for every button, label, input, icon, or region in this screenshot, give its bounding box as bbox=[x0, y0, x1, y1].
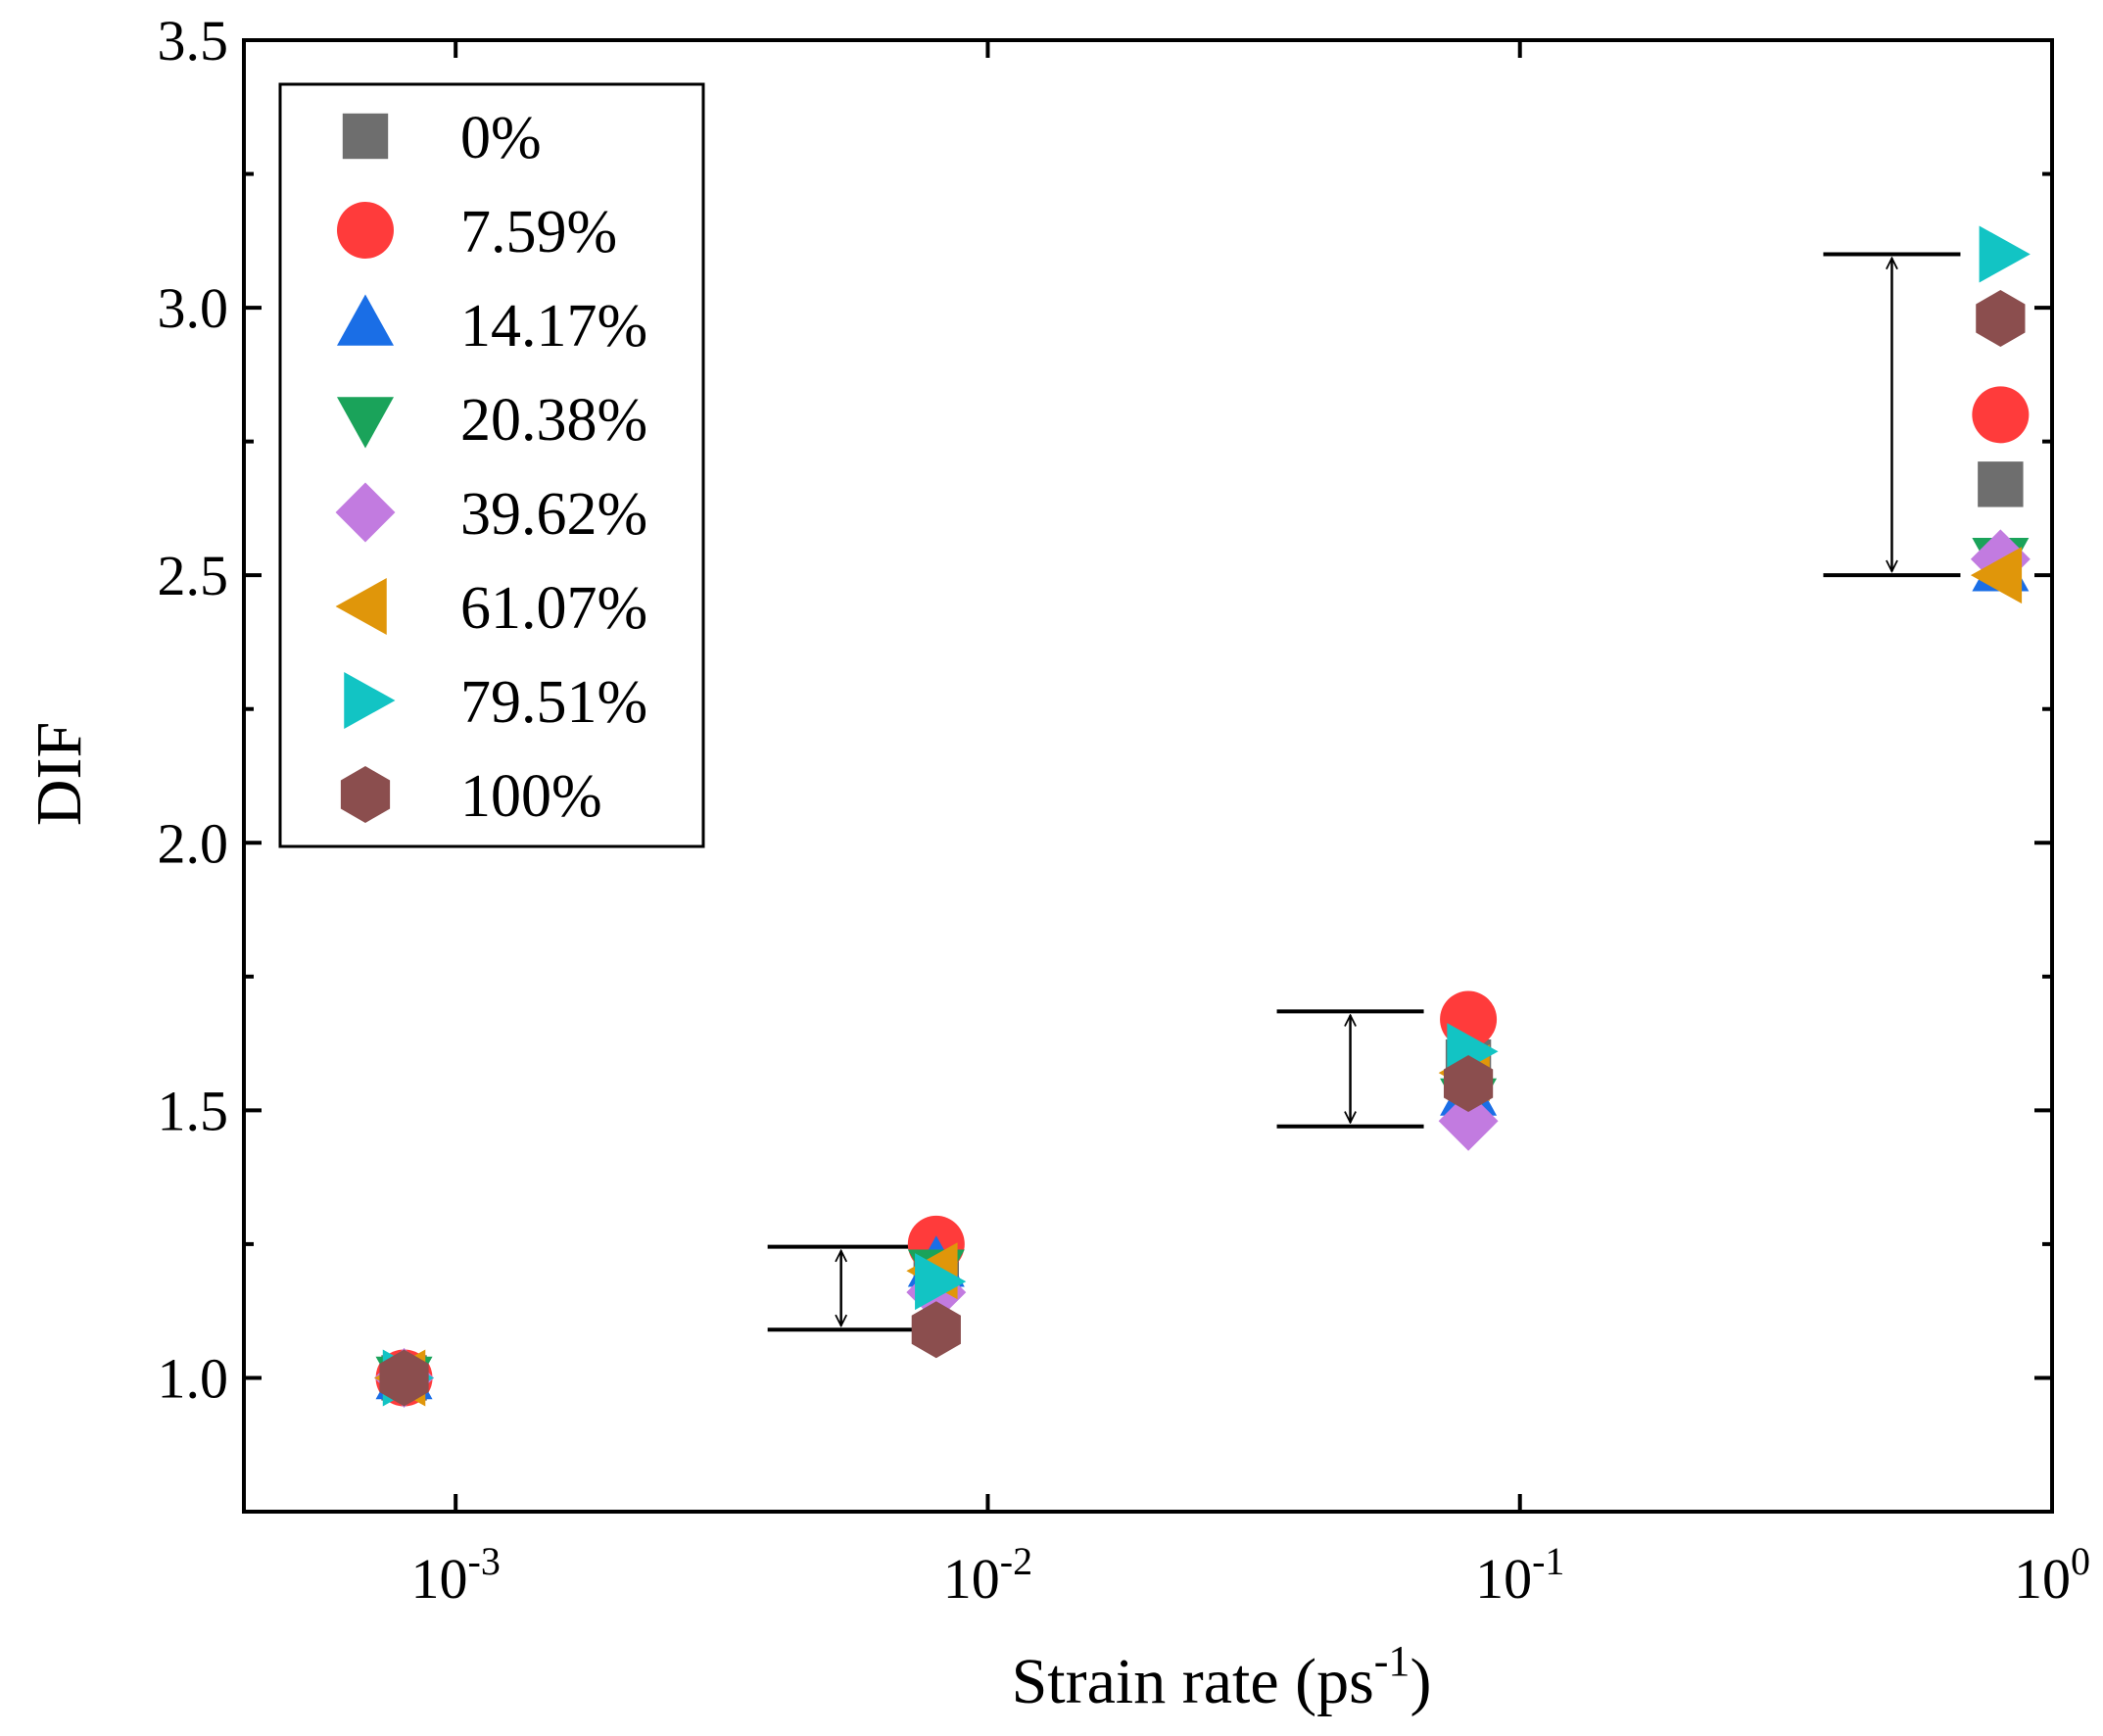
legend: 0% 7.59% 14.17% 20.38% 39.62% 61.07% 79.51% 100… bbox=[278, 82, 705, 848]
legend-label: 79.51% bbox=[460, 669, 647, 736]
data-point bbox=[915, 1253, 967, 1311]
x-axis-title: Strain rate (ps-1) bbox=[1012, 1637, 1432, 1717]
data-point bbox=[1443, 1055, 1494, 1113]
x-tick-label: 10-1 bbox=[1475, 1539, 1564, 1611]
legend-marker bbox=[337, 202, 394, 259]
legend-label: 20.38% bbox=[460, 387, 647, 454]
y-tick-label: 1.0 bbox=[158, 1346, 229, 1410]
data-point bbox=[1970, 547, 2023, 604]
x-axis-title-main: Strain rate (ps bbox=[1012, 1646, 1374, 1717]
legend-marker bbox=[337, 294, 394, 346]
legend-label: 7.59% bbox=[460, 199, 617, 265]
legend-marker bbox=[335, 482, 396, 543]
data-point bbox=[911, 1301, 961, 1359]
legend-marker bbox=[335, 578, 387, 635]
x-tick-label: 10-2 bbox=[943, 1539, 1032, 1611]
x-tick-label: 10-3 bbox=[411, 1539, 501, 1611]
series-100- bbox=[379, 290, 2026, 1407]
x-axis-title-superscript: -1 bbox=[1374, 1637, 1410, 1685]
legend-marker bbox=[340, 766, 391, 823]
annotations-layer bbox=[767, 252, 1961, 1332]
data-point bbox=[1976, 290, 2026, 348]
y-tick-label: 1.5 bbox=[158, 1079, 229, 1142]
data-point bbox=[1972, 386, 2030, 444]
data-point bbox=[1979, 225, 2031, 283]
legend-label: 100% bbox=[460, 763, 602, 830]
data-point bbox=[1978, 461, 2024, 507]
legend-label: 61.07% bbox=[460, 575, 647, 642]
legend-marker bbox=[337, 397, 394, 449]
data-point bbox=[379, 1349, 429, 1407]
legend-label: 14.17% bbox=[460, 293, 647, 360]
y-tick-label: 3.0 bbox=[158, 276, 229, 340]
points-layer bbox=[374, 225, 2031, 1408]
legend-marker bbox=[342, 113, 389, 160]
y-tick-label: 3.5 bbox=[158, 9, 229, 72]
legend-label: 39.62% bbox=[460, 481, 647, 548]
x-tick-label: 100 bbox=[2014, 1539, 2090, 1611]
ticks-layer: 1.0 1.5 2.0 2.5 3.0 3.5 10-3 10-2 10-1 100 bbox=[158, 9, 2091, 1611]
x-axis-title-end: ) bbox=[1410, 1646, 1431, 1717]
data-point bbox=[1438, 1090, 1499, 1151]
legend-label: 0% bbox=[460, 105, 542, 171]
plot-frame bbox=[242, 38, 2054, 1514]
y-tick-label: 2.5 bbox=[158, 544, 229, 607]
legend-marker bbox=[344, 672, 396, 729]
y-axis-title: DIF bbox=[24, 722, 95, 826]
y-tick-label: 2.0 bbox=[158, 811, 229, 875]
